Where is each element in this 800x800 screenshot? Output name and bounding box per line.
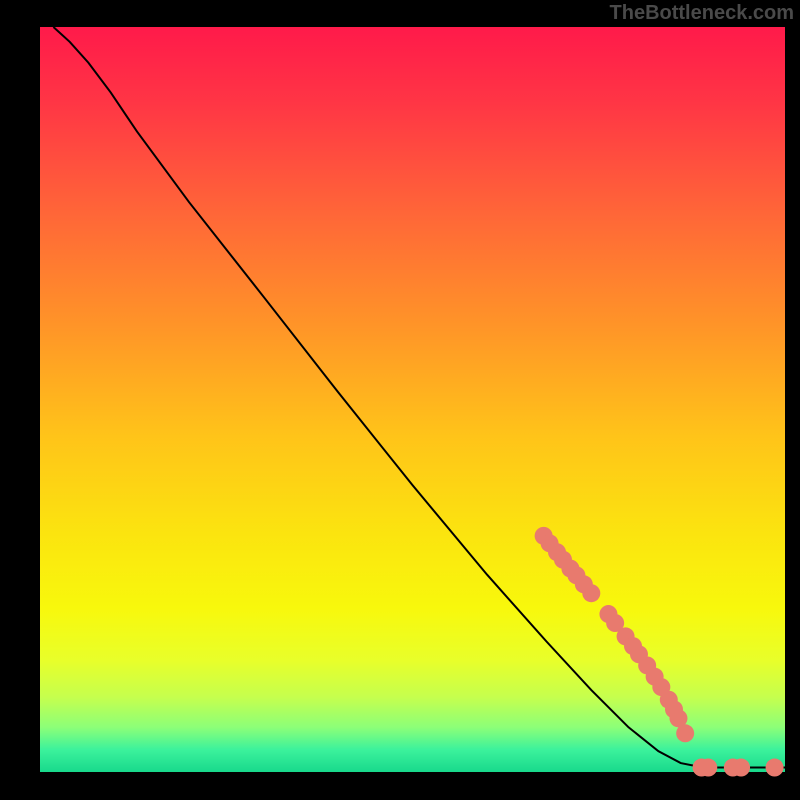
watermark-text: TheBottleneck.com	[610, 2, 794, 25]
data-marker	[582, 584, 600, 602]
plot-background	[40, 27, 785, 772]
bottleneck-chart	[0, 0, 800, 800]
data-marker	[676, 724, 694, 742]
data-marker	[766, 759, 784, 777]
data-marker	[732, 759, 750, 777]
data-marker	[699, 759, 717, 777]
